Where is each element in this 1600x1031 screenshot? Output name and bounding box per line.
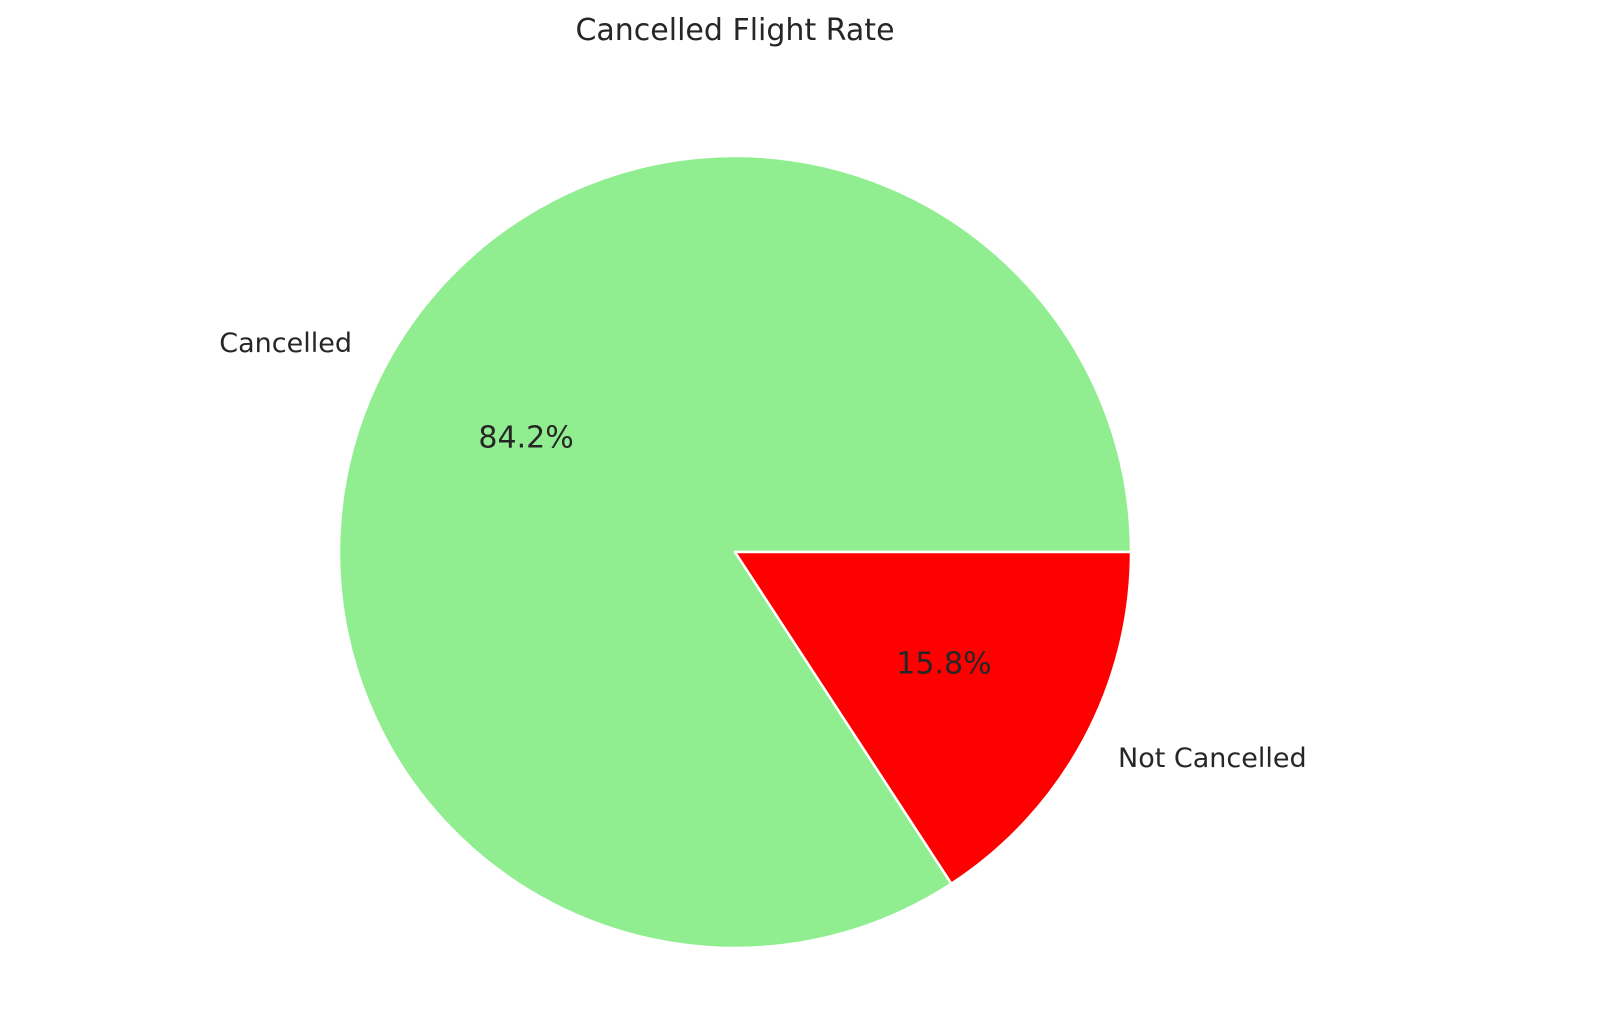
chart-title: Cancelled Flight Rate xyxy=(575,13,894,48)
slice-percent-label: 15.8% xyxy=(896,647,991,682)
pie-labels: Cancelled 84.2% Not Cancelled 15.8% xyxy=(219,328,1306,774)
slice-label: Cancelled xyxy=(219,328,352,359)
pie-slice-cancelled xyxy=(337,154,1133,950)
slice-label: Not Cancelled xyxy=(1118,743,1307,774)
pie-slice-not-cancelled xyxy=(733,550,1133,885)
slice-percent-label: 84.2% xyxy=(478,420,573,455)
pie-wedges xyxy=(337,154,1133,950)
